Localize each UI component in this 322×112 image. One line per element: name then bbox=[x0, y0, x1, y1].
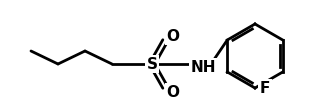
Text: NH: NH bbox=[190, 60, 216, 75]
Text: O: O bbox=[166, 29, 179, 44]
Text: O: O bbox=[166, 85, 179, 100]
Text: S: S bbox=[147, 57, 157, 72]
Text: F: F bbox=[260, 81, 270, 96]
